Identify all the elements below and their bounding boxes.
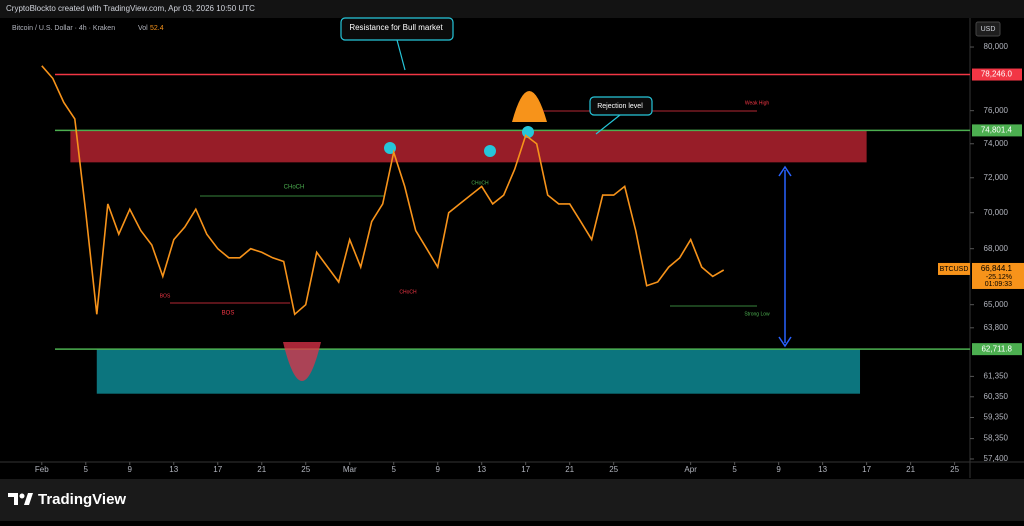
brand: TradingView	[38, 491, 126, 508]
symbol-tag-label: BTCUSD	[940, 266, 969, 273]
x-tick-label: Feb	[35, 465, 49, 474]
y-tick-label: 60,350	[984, 392, 1009, 401]
y-tick-label: 61,350	[984, 371, 1009, 380]
x-tick-label: 9	[435, 465, 440, 474]
y-tick-label: 70,000	[984, 208, 1009, 217]
annotation: Rejection level	[597, 103, 643, 110]
currency[interactable]: USD	[981, 26, 996, 33]
y-tick-label: 65,000	[984, 300, 1009, 309]
price-tag-label: 78,246.0	[981, 70, 1013, 79]
annotation: Weak High	[745, 100, 770, 106]
y-tick-label: 74,000	[984, 139, 1009, 148]
last-price-tag	[972, 262, 1024, 289]
x-tick-label: 13	[818, 465, 827, 474]
x-tick-label: 17	[521, 465, 530, 474]
x-tick-label: 25	[609, 465, 618, 474]
y-tick-label: 57,400	[984, 454, 1009, 463]
x-tick-label: 5	[391, 465, 396, 474]
bowl	[283, 342, 321, 381]
x-tick-label: 9	[128, 465, 133, 474]
x-tick-label: 17	[862, 465, 871, 474]
change: -25.12%	[986, 274, 1012, 281]
y-tick-label: 68,000	[984, 244, 1009, 253]
y-tick-label: 58,350	[984, 434, 1009, 443]
annotation: CHoCH	[471, 180, 489, 186]
x-tick-label: 5	[84, 465, 89, 474]
zone	[96, 349, 861, 394]
annotation: Strong Low	[744, 311, 770, 317]
arrow-heads	[778, 165, 792, 348]
price-tag	[972, 68, 1022, 81]
brand-logo	[8, 493, 33, 505]
x-tick-label: Mar	[343, 465, 357, 474]
countdown: 01:09:33	[985, 281, 1012, 288]
price-tag	[972, 124, 1022, 137]
y-tick-label: 76,000	[984, 106, 1009, 115]
x-tick-label: 25	[301, 465, 310, 474]
symbol-title: Bitcoin / U.S. Dollar · 4h · Kraken	[12, 25, 115, 32]
swing-marker	[384, 142, 396, 154]
y-tick-label: 80,000	[984, 42, 1009, 51]
header-bar	[0, 0, 1024, 18]
x-tick-label: 13	[477, 465, 486, 474]
annotation: BOS	[222, 311, 235, 317]
currency-button[interactable]	[975, 21, 1001, 37]
x-tick-label: 21	[906, 465, 915, 474]
x-tick-label: 21	[565, 465, 574, 474]
y-tick-label: 72,000	[984, 173, 1009, 182]
x-tick-label: 13	[169, 465, 178, 474]
y-tick-label: 63,800	[984, 323, 1009, 332]
y-tick-label: 59,350	[984, 413, 1009, 422]
x-tick-label: Apr	[684, 465, 697, 474]
x-tick-label: 9	[776, 465, 781, 474]
annotation: CHoCH	[284, 185, 305, 191]
volume-value: 52.4	[150, 25, 164, 32]
x-tick-label: 21	[257, 465, 266, 474]
callout-pointer	[595, 114, 621, 135]
annotation: CHoCH	[399, 289, 417, 295]
x-tick-label: 17	[213, 465, 222, 474]
callout-box	[589, 96, 653, 116]
price-tag-label: 62,711.8	[981, 344, 1012, 353]
last-price: 66,844.1	[981, 264, 1013, 273]
swing-marker	[484, 145, 496, 157]
annotation: BOS	[160, 293, 171, 299]
volume-label: Vol	[138, 25, 148, 32]
price-tag-label: 74,801.4	[981, 126, 1013, 135]
annotation: Resistance for Bull market	[349, 23, 443, 32]
zone	[70, 130, 867, 163]
x-tick-label: 5	[732, 465, 737, 474]
symbol-tag	[938, 262, 970, 275]
price-tag	[972, 343, 1022, 356]
x-tick-label: 25	[950, 465, 959, 474]
price-line	[41, 65, 725, 316]
footer	[0, 479, 1024, 521]
dome	[512, 91, 547, 122]
watermark: CryptoBlockto created with TradingView.c…	[6, 4, 255, 13]
callout-pointer	[396, 39, 406, 71]
